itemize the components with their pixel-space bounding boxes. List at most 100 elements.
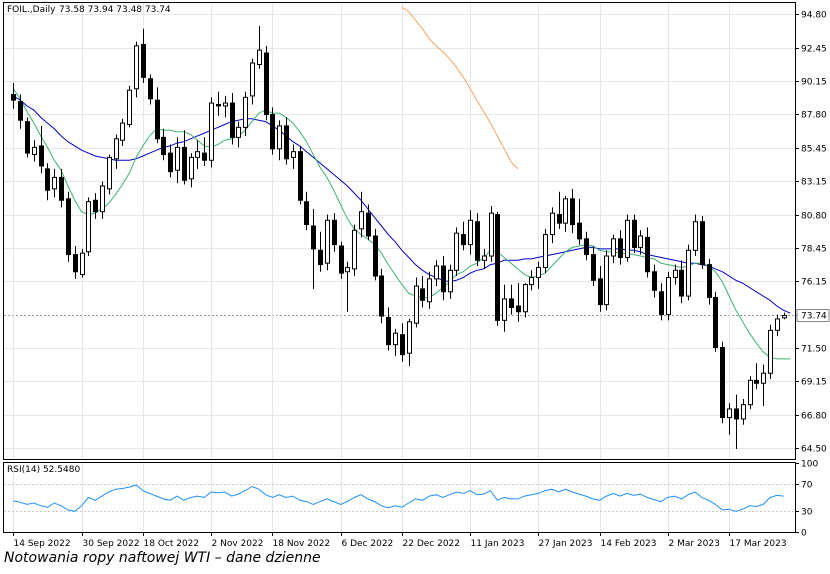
candle: [516, 283, 521, 322]
candle-body-down: [39, 145, 44, 167]
candle: [727, 403, 732, 435]
candle: [73, 246, 78, 279]
candle: [284, 117, 289, 165]
candle-body-up: [325, 219, 330, 264]
candle-body-down: [11, 93, 16, 101]
candle: [666, 271, 671, 321]
candle: [223, 95, 228, 118]
candle-body-down: [202, 152, 207, 161]
candle-body-up: [434, 265, 439, 280]
candle: [264, 45, 269, 121]
candle: [270, 107, 275, 155]
candle-body-down: [73, 254, 78, 273]
x-tick-label: 14 Sep 2022: [14, 539, 71, 548]
candle-body-down: [318, 249, 323, 266]
x-tick-label: 6 Dec 2022: [342, 539, 394, 548]
candle: [386, 307, 391, 351]
candle-body-down: [591, 254, 596, 281]
x-axis: 14 Sep 2022 30 Sep 2022 18 Oct 2022 2 Nov 2…: [13, 532, 787, 548]
candle-body-down: [577, 222, 582, 240]
candle: [775, 314, 780, 337]
candle: [591, 246, 596, 287]
candle: [304, 191, 309, 231]
candle-body-down: [400, 334, 405, 356]
x-tick-label: 22 Dec 2022: [403, 539, 461, 548]
candle-body-up: [604, 255, 609, 306]
candle-body-up: [502, 298, 507, 321]
candle-body-up: [345, 266, 350, 273]
candle-body-down: [18, 101, 23, 121]
candle: [86, 197, 91, 257]
candle-body-up: [393, 332, 398, 346]
candle-body-up: [775, 318, 780, 331]
candle-body-up: [407, 321, 412, 354]
candle: [482, 248, 487, 269]
candle: [230, 93, 235, 145]
candle: [686, 244, 691, 301]
candle-body-down: [373, 235, 378, 277]
candle-body-up: [195, 151, 200, 158]
candle-body-down: [182, 146, 187, 181]
candle-body-up: [107, 156, 112, 190]
candle-body-up: [32, 146, 37, 156]
y-tick-label: 76.15: [801, 278, 827, 288]
candle: [175, 137, 180, 184]
y-tick-label: 69.15: [801, 378, 827, 388]
candle-body-down: [441, 265, 446, 293]
candle: [754, 363, 759, 389]
candle: [291, 144, 296, 169]
candle: [632, 214, 637, 254]
candle: [720, 341, 725, 424]
candle: [529, 270, 534, 291]
candle-body-down: [270, 113, 275, 150]
y-tick-label: 64.50: [801, 445, 827, 455]
candle: [277, 120, 282, 161]
candle-body-up: [80, 252, 85, 276]
candle: [748, 376, 753, 409]
y-tick-label: 94.80: [801, 11, 827, 21]
candle-body-down: [598, 278, 603, 306]
x-tick-label: 30 Sep 2022: [83, 539, 140, 548]
candle-body-up: [352, 229, 357, 270]
candle: [645, 227, 650, 278]
candle: [659, 283, 664, 321]
candle-body-down: [734, 408, 739, 420]
x-tick-label: 18 Nov 2022: [273, 539, 331, 548]
candle-body-up: [454, 232, 459, 271]
candle-body-up: [448, 269, 453, 293]
candle-body-down: [509, 298, 514, 308]
candle-body-up: [536, 266, 541, 278]
rsi-tick-label: 0: [801, 529, 807, 539]
candle: [100, 181, 105, 219]
candle-body-up: [741, 404, 746, 420]
candle: [420, 276, 425, 308]
candle: [400, 323, 405, 362]
candle: [768, 324, 773, 379]
y-tick-label: 87.80: [801, 111, 827, 121]
candle: [332, 213, 337, 252]
main-plot-frame: [3, 2, 796, 460]
candle: [461, 221, 466, 251]
candle-body-up: [768, 329, 773, 374]
candle: [713, 291, 718, 352]
y-axis: 94.80 92.45 90.15 87.80 85.45 83.15 80.80 78.45…: [795, 11, 830, 539]
candle: [257, 25, 262, 69]
candle: [577, 198, 582, 245]
candle-body-down: [386, 316, 391, 346]
candle-body-up: [673, 269, 678, 278]
candle-body-down: [25, 121, 30, 154]
candle-body-up: [748, 379, 753, 406]
candle: [598, 266, 603, 312]
candle: [216, 91, 221, 116]
candle: [448, 264, 453, 299]
candle: [318, 231, 323, 272]
candle-body-down: [298, 151, 303, 201]
candle: [39, 125, 44, 174]
candle-body-up: [120, 122, 125, 141]
candle: [209, 97, 214, 168]
candle-body-down: [148, 78, 153, 100]
candle-body-up: [611, 238, 616, 257]
candle-body-down: [713, 296, 718, 349]
candle: [32, 140, 37, 162]
candle-body-up: [638, 235, 643, 248]
